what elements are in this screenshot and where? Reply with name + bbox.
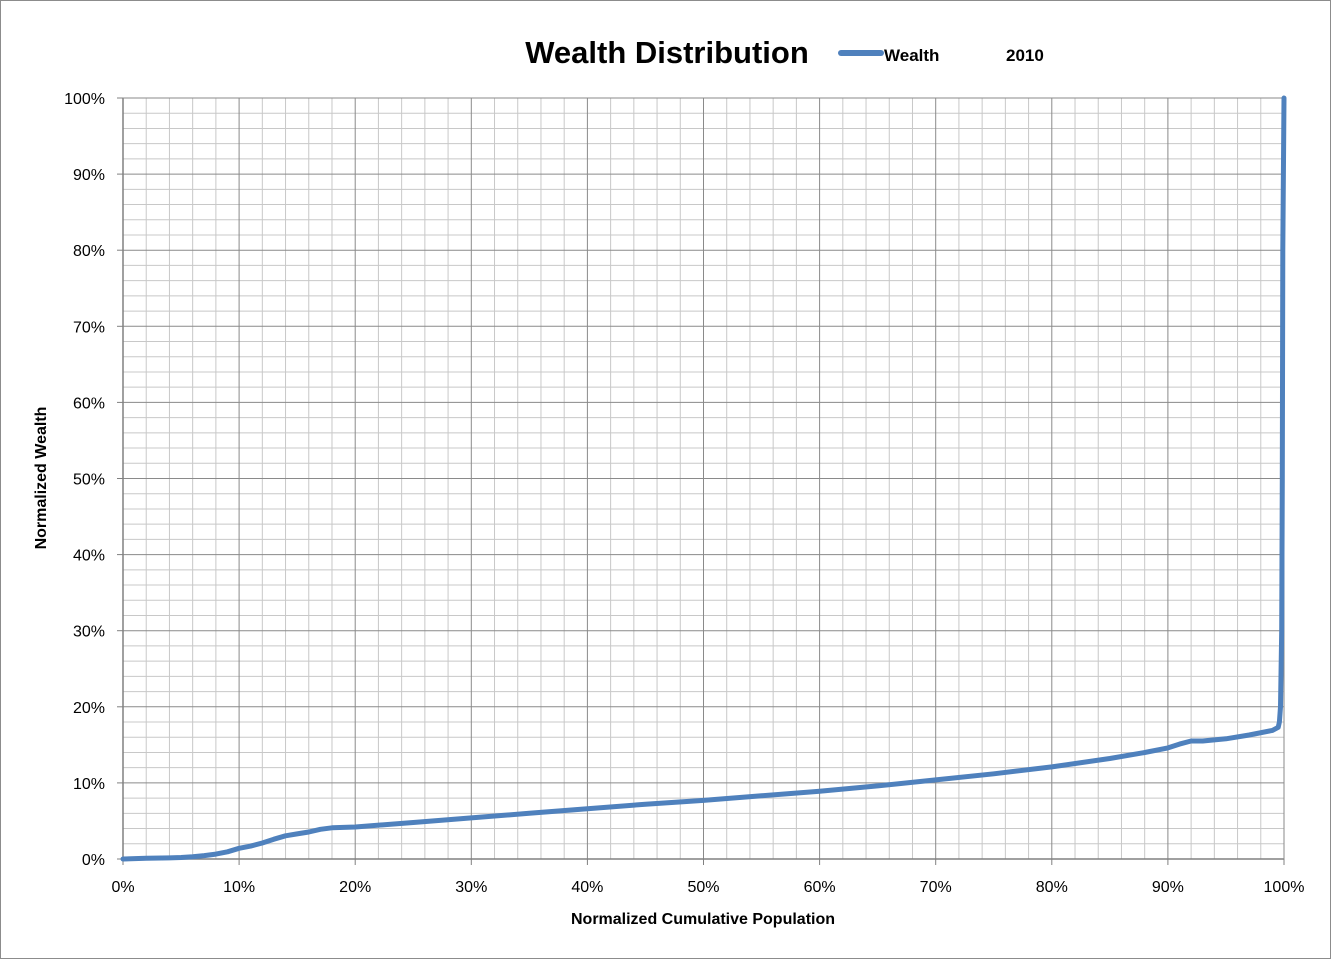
x-tick-label: 60% [804, 879, 836, 896]
y-axis-title: Normalized Wealth [33, 407, 50, 550]
series-layer [120, 95, 1287, 862]
x-tick-label: 80% [1036, 879, 1068, 896]
series-line-wealth [120, 95, 1287, 862]
x-tick-label: 70% [920, 879, 952, 896]
y-tick-label: 80% [73, 243, 105, 260]
legend-year: 2010 [1006, 46, 1044, 65]
chart-title: Wealth Distribution [525, 35, 809, 70]
x-tick-label: 10% [223, 879, 255, 896]
x-tick-label: 20% [339, 879, 371, 896]
x-axis-title: Normalized Cumulative Population [571, 911, 835, 928]
x-tick-label: 100% [1264, 879, 1305, 896]
legend-label-wealth: Wealth [884, 46, 939, 65]
x-tick-label: 90% [1152, 879, 1184, 896]
x-tick-label: 50% [687, 879, 719, 896]
x-tick-label: 30% [455, 879, 487, 896]
y-tick-label: 60% [73, 395, 105, 412]
legend: Wealth 2010 [838, 46, 1044, 65]
x-tick-label: 40% [571, 879, 603, 896]
y-tick-label: 50% [73, 472, 105, 489]
y-tick-label: 70% [73, 319, 105, 336]
y-tick-label: 40% [73, 548, 105, 565]
y-tick-label: 90% [73, 167, 105, 184]
y-tick-label: 20% [73, 700, 105, 717]
y-tick-label: 10% [73, 776, 105, 793]
major-gridlines [123, 98, 1284, 859]
x-tick-labels: 0% 10% 20% 30% 40% 50% 60% 70% 80% 90% 100% [111, 879, 1304, 896]
y-tick-label: 30% [73, 624, 105, 641]
y-tick-label: 100% [64, 91, 105, 108]
x-tick-label: 0% [111, 879, 134, 896]
y-tick-label: 0% [82, 852, 105, 869]
axes [117, 97, 1285, 865]
y-tick-labels: 0% 10% 20% 30% 40% 50% 60% 70% 80% 90% 100% [64, 91, 105, 869]
